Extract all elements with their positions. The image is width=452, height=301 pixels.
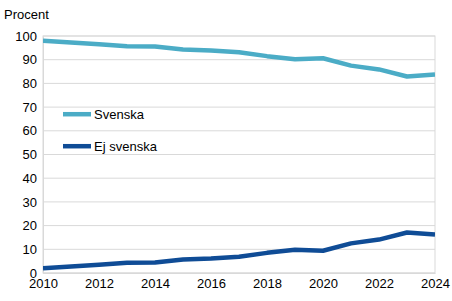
- tick-label: 30: [23, 195, 37, 210]
- grid-line: [43, 225, 435, 226]
- axis-line: [43, 37, 44, 274]
- tick: 50: [23, 147, 43, 162]
- tick: 2010: [29, 273, 58, 291]
- tick: 80: [23, 76, 43, 91]
- tick: 60: [23, 123, 43, 138]
- tick-label: 2014: [141, 276, 170, 291]
- tick-label: 10: [23, 242, 37, 257]
- tick: 70: [23, 100, 43, 115]
- tick: 2014: [141, 273, 170, 291]
- tick-label: 2012: [85, 276, 114, 291]
- series-line: [43, 232, 435, 268]
- legend-label: Ej svenska: [94, 139, 158, 154]
- tick-label: 80: [23, 76, 37, 91]
- axis-line: [44, 273, 436, 274]
- grid-line: [43, 83, 435, 84]
- tick: 2018: [253, 273, 282, 291]
- tick-label: 2020: [309, 276, 338, 291]
- tick: 100: [15, 29, 43, 44]
- tick: 2012: [85, 273, 114, 291]
- y-axis-title: Procent: [4, 7, 49, 22]
- tick: 2022: [365, 273, 394, 291]
- chart: 0102030405060708090100201020122014201620…: [0, 0, 452, 301]
- tick: 2016: [197, 273, 226, 291]
- tick-label: 2010: [29, 276, 58, 291]
- legend: Svenska Ej svenska: [63, 107, 158, 154]
- tick-label: 2016: [197, 276, 226, 291]
- grid-line: [43, 154, 435, 155]
- tick-label: 60: [23, 123, 37, 138]
- tick-label: 2022: [365, 276, 394, 291]
- tick: 90: [23, 52, 43, 67]
- x-axis: 2010 2012 2014 2016 2018 2020 2022 2024: [29, 273, 450, 291]
- grid-line: [43, 130, 435, 131]
- tick: 30: [23, 195, 43, 210]
- grid-line: [43, 178, 435, 179]
- series-line: [43, 41, 435, 77]
- tick: 10: [23, 242, 43, 257]
- tick: 2024: [421, 273, 450, 291]
- grid-line: [43, 201, 435, 202]
- tick: 20: [23, 218, 43, 233]
- tick-label: 100: [15, 29, 37, 44]
- legend-label: Svenska: [94, 107, 145, 122]
- tick-label: 40: [23, 171, 37, 186]
- grid-line: [43, 249, 435, 250]
- grid: [43, 36, 435, 273]
- tick-label: 70: [23, 100, 37, 115]
- grid-line: [43, 59, 435, 60]
- plot-frame: [43, 36, 435, 273]
- legend-swatch: [63, 144, 91, 149]
- lines: [43, 41, 435, 269]
- legend-swatch: [63, 112, 91, 117]
- y-axis: 0102030405060708090100: [15, 29, 43, 281]
- tick-label: 2024: [421, 276, 450, 291]
- tick-label: 50: [23, 147, 37, 162]
- tick-label: 2018: [253, 276, 282, 291]
- tick-label: 90: [23, 52, 37, 67]
- tick-label: 20: [23, 218, 37, 233]
- tick: 2020: [309, 273, 338, 291]
- tick: 40: [23, 171, 43, 186]
